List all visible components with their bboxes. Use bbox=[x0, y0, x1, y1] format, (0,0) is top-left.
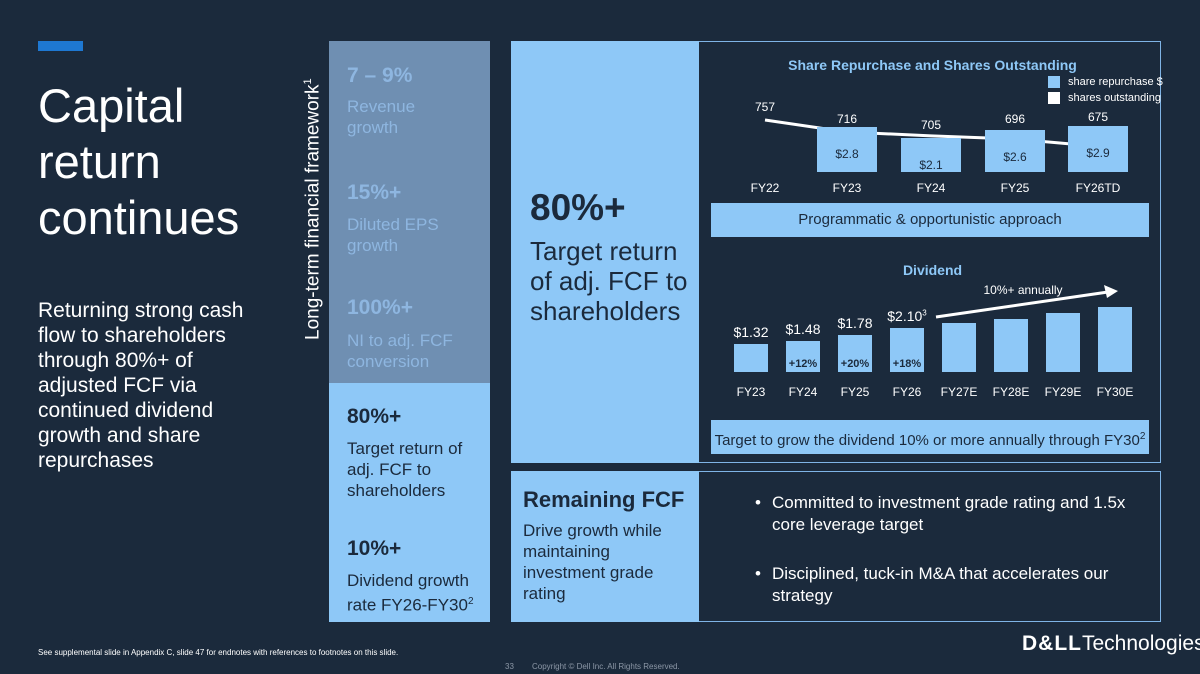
repurchase-x-label: FY25 bbox=[1000, 181, 1030, 195]
remaining-label: Drive growth while maintaining investmen… bbox=[523, 521, 662, 603]
metric-eps-value: 15%+ bbox=[347, 181, 402, 204]
page-number: 33 bbox=[505, 662, 514, 671]
dividend-x-label: FY27E bbox=[940, 385, 978, 399]
dividend-bar bbox=[1046, 313, 1080, 372]
page-subtitle: Returning strong cash flow to shareholde… bbox=[38, 299, 244, 472]
dividend-bar bbox=[734, 344, 768, 372]
dividend-bar bbox=[786, 341, 820, 372]
repurchase-bar-label: $2.1 bbox=[919, 158, 943, 172]
dell-technologies-logo: D&LLTechnologies bbox=[1022, 632, 1200, 655]
footnote: See supplemental slide in Appendix C, sl… bbox=[38, 648, 399, 657]
legend-swatch-shares bbox=[1048, 92, 1060, 104]
repurchase-bar-label: $2.8 bbox=[835, 147, 859, 161]
dividend-bar-label: $1.48 bbox=[785, 321, 821, 337]
repurchase-bar bbox=[817, 127, 877, 172]
dividend-x-label: FY26 bbox=[892, 385, 922, 399]
dividend-bar bbox=[1098, 307, 1132, 372]
legend-repurchase: share repurchase $ bbox=[1048, 76, 1163, 88]
repurchase-bar bbox=[985, 130, 1045, 172]
remaining-bullet-1: • Committed to investment grade rating an… bbox=[755, 493, 1126, 534]
target-label: Target return of adj. FCF to shareholder… bbox=[530, 236, 688, 326]
remaining-title: Remaining FCF bbox=[523, 487, 685, 512]
copyright: Copyright © Dell Inc. All Rights Reserve… bbox=[532, 662, 680, 671]
dividend-bar bbox=[890, 328, 924, 372]
dividend-bar-label: $1.32 bbox=[733, 324, 769, 340]
dividend-x-label: FY29E bbox=[1044, 385, 1082, 399]
charts-frame bbox=[699, 41, 1161, 463]
metric-return-value: 80%+ bbox=[347, 405, 402, 428]
dividend-footnote-marker: 3 bbox=[922, 308, 927, 318]
dividend-bar-label: $2.103 bbox=[887, 308, 927, 324]
dividend-growth-label: +12% bbox=[788, 358, 818, 370]
dividend-band: Target to grow the dividend 10% or more … bbox=[711, 420, 1149, 454]
framework-bottom-panel bbox=[329, 383, 490, 622]
framework-top-panel bbox=[329, 41, 490, 383]
metric-dividend-label: Dividend growth rate FY26-FY302 bbox=[347, 571, 474, 615]
dividend-growth-label: +20% bbox=[840, 358, 870, 370]
repurchase-bar bbox=[1068, 126, 1128, 172]
repurchase-x-label: FY24 bbox=[916, 181, 946, 195]
dividend-growth-label: +18% bbox=[892, 358, 922, 370]
repurchase-x-label: FY26TD bbox=[1075, 181, 1121, 195]
target-value: 80%+ bbox=[530, 187, 626, 228]
repurchase-x-label: FY23 bbox=[832, 181, 862, 195]
repurchase-x-label: FY22 bbox=[750, 181, 780, 195]
dividend-bar-label: $1.78 bbox=[837, 315, 873, 331]
metric-dividend-value: 10%+ bbox=[347, 537, 402, 560]
dividend-trend-label: 10%+ annually bbox=[983, 283, 1063, 297]
metric-revenue-value: 7 – 9% bbox=[347, 64, 413, 87]
remaining-bullet-2: • Disciplined, tuck-in M&A that accelerat… bbox=[755, 564, 1109, 605]
target-panel bbox=[511, 41, 699, 463]
dividend-bar bbox=[838, 335, 872, 372]
dividend-x-label: FY30E bbox=[1096, 385, 1134, 399]
metric-return-label: Target return of adj. FCF to shareholder… bbox=[347, 439, 463, 500]
dividend-bar bbox=[942, 323, 976, 372]
page-title: Capital return continues bbox=[38, 79, 240, 244]
shares-outstanding-label: 675 bbox=[1087, 110, 1109, 124]
remaining-panel bbox=[511, 471, 699, 622]
metric-fcf-value: 100%+ bbox=[347, 296, 413, 319]
dividend-x-label: FY23 bbox=[736, 385, 766, 399]
legend-shares: shares outstanding bbox=[1048, 92, 1161, 104]
shares-outstanding-label: 716 bbox=[836, 112, 858, 126]
dividend-bar bbox=[994, 319, 1028, 372]
repurchase-bar-label: $2.9 bbox=[1086, 146, 1110, 160]
repurchase-chart-title: Share Repurchase and Shares Outstanding bbox=[788, 57, 1077, 73]
metric-fcf-label: NI to adj. FCF conversion bbox=[347, 331, 453, 371]
dividend-x-label: FY24 bbox=[788, 385, 818, 399]
legend-swatch-repurchase bbox=[1048, 76, 1060, 88]
repurchase-bar-label: $2.6 bbox=[1003, 150, 1027, 164]
shares-outstanding-label: 757 bbox=[754, 100, 776, 114]
dividend-x-label: FY28E bbox=[992, 385, 1030, 399]
repurchase-band: Programmatic & opportunistic approach bbox=[711, 203, 1149, 237]
metric-revenue-label: Revenue growth bbox=[347, 97, 416, 137]
repurchase-bar bbox=[901, 138, 961, 172]
metric-eps-label: Diluted EPS growth bbox=[347, 215, 439, 255]
dividend-x-label: FY25 bbox=[840, 385, 870, 399]
shares-outstanding-label: 696 bbox=[1004, 112, 1026, 126]
accent-bar bbox=[38, 41, 83, 51]
shares-outstanding-label: 705 bbox=[920, 118, 942, 132]
dividend-chart-title: Dividend bbox=[902, 262, 963, 278]
